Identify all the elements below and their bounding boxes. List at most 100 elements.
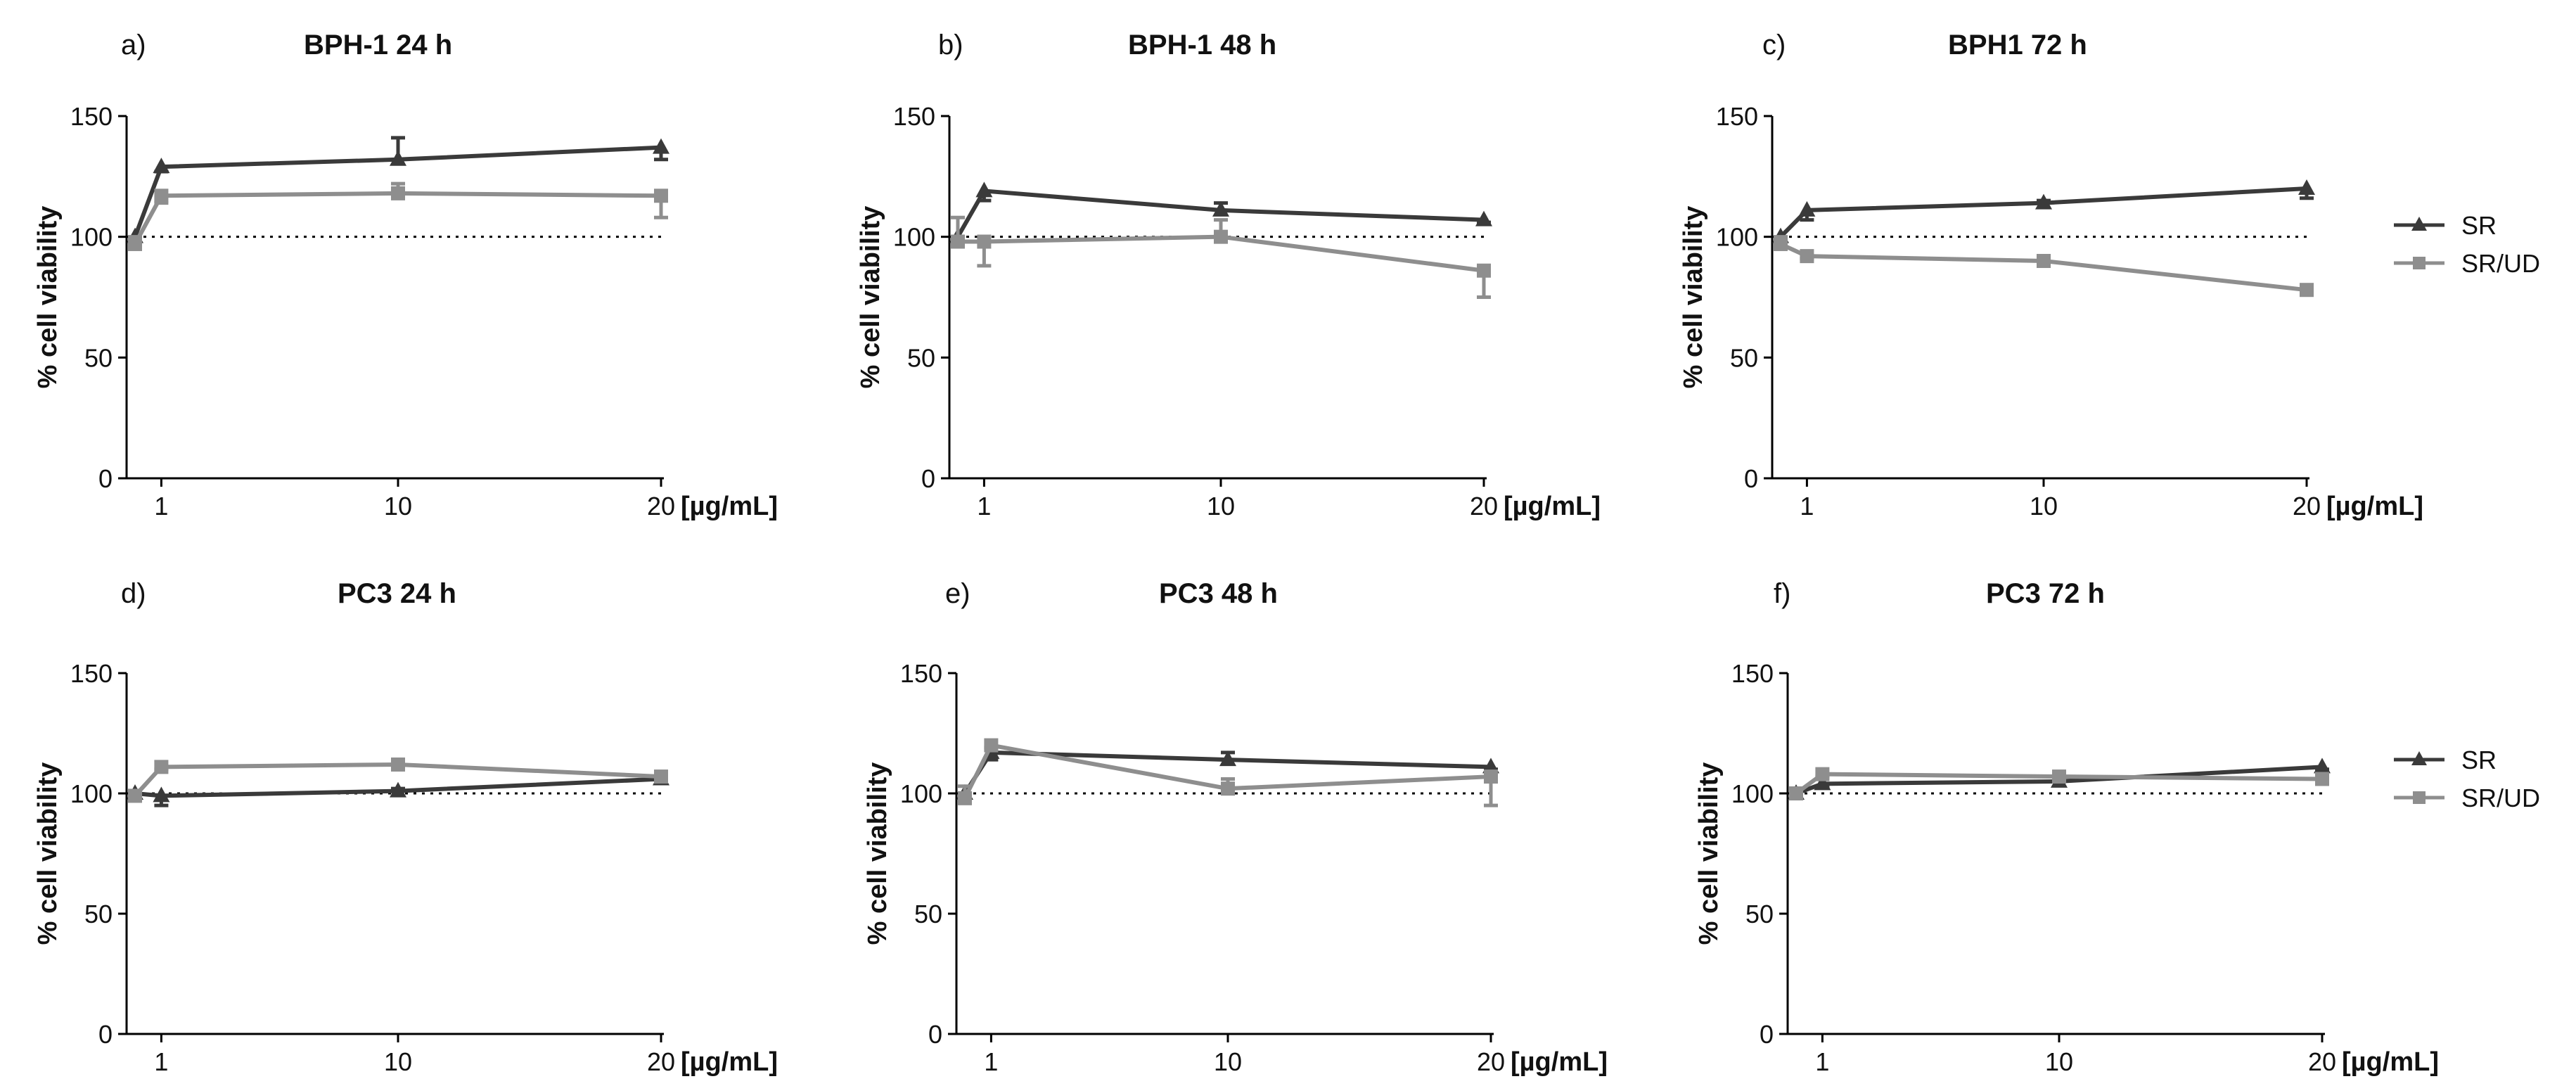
y-axis-label: % cell viability	[863, 762, 892, 945]
data-point-sr	[653, 138, 669, 154]
y-tick-label: 0	[1760, 1020, 1774, 1049]
x-axis-unit-label: [µg/mL]	[2342, 1047, 2439, 1077]
data-point-sr	[390, 781, 406, 798]
chart-panel-d: d) PC3 24 h 0 50 100 150 1 10 20 [µg/mL] % cell …	[0, 543, 837, 1085]
chart-svg: 0 50 100 150 1 10 20 [µg/mL] % cell viability	[33, 659, 778, 1077]
data-point-sr	[153, 786, 170, 803]
series-line-sr	[133, 145, 662, 238]
y-tick-label: 150	[1716, 102, 1758, 131]
y-tick-label: 150	[900, 659, 942, 688]
x-tick-label: 1	[984, 1047, 998, 1076]
square-marker-icon	[2394, 791, 2444, 804]
x-tick-label: 20	[647, 1047, 675, 1076]
data-point-sr	[1219, 750, 1236, 767]
y-axis-label: % cell viability	[1679, 206, 1708, 389]
data-point-sr-ud	[1214, 229, 1228, 244]
x-tick-label: 20	[1470, 492, 1498, 520]
data-point-sr-ud	[2300, 283, 2314, 298]
x-axis-unit-label: [µg/mL]	[1504, 492, 1601, 521]
panel-title: BPH-1 48 h	[1128, 30, 1277, 60]
data-point-sr	[1475, 210, 1492, 226]
x-tick-label: 1	[977, 492, 991, 520]
y-tick-label: 0	[98, 1020, 113, 1049]
x-tick-label: 20	[1477, 1047, 1505, 1076]
y-tick-label: 0	[921, 464, 935, 493]
chart-panel-e: e) PC3 48 h 0 50 100 150 1 10 20 [µg/mL] % cell …	[830, 543, 1667, 1085]
y-tick-label: 50	[907, 343, 935, 372]
chart-panel-f: f) PC3 72 h 0 50 100 150 1 10 20 [µg/mL] % cell …	[1661, 543, 2498, 1085]
series-line-sr	[1779, 186, 2307, 238]
chart-svg: 0 50 100 150 1 10 20 [µg/mL] % cell viability	[863, 659, 1608, 1077]
panel-letter: f)	[1774, 578, 1791, 609]
x-tick-label: 20	[2293, 492, 2321, 520]
x-tick-label: 1	[1815, 1047, 1829, 1076]
series-line-sr-ud	[1795, 772, 2323, 796]
data-point-sr-ud	[951, 234, 965, 249]
y-tick-label: 100	[893, 223, 935, 252]
x-tick-label: 1	[154, 492, 168, 520]
panel-letter: d)	[121, 578, 146, 609]
y-tick-label: 0	[98, 464, 113, 493]
panel-letter: a)	[121, 30, 146, 60]
chart-svg: 0 50 100 150 1 10 20 [µg/mL] % cell viability	[33, 102, 778, 521]
y-tick-label: 100	[70, 223, 113, 252]
y-axis-label: % cell viability	[856, 206, 885, 389]
y-tick-label: 150	[1731, 659, 1774, 688]
y-tick-label: 100	[1716, 223, 1758, 252]
data-point-sr-ud	[1221, 781, 1235, 796]
y-tick-label: 50	[914, 900, 942, 928]
series-line-sr	[134, 777, 662, 798]
legend-label: SR	[2461, 746, 2497, 774]
x-tick-label: 10	[1207, 492, 1235, 520]
data-point-sr-ud	[984, 738, 999, 753]
data-point-sr-ud	[958, 791, 972, 805]
legend-item-sr-ud: SR/UD	[2391, 249, 2574, 278]
data-point-sr-ud	[128, 236, 142, 251]
x-tick-label: 20	[2308, 1047, 2336, 1076]
legend-label: SR/UD	[2461, 249, 2541, 278]
square-marker-icon	[2394, 257, 2444, 269]
data-point-sr-ud	[391, 186, 405, 200]
x-tick-label: 10	[1214, 1047, 1242, 1076]
series-line-sr	[956, 189, 1485, 238]
x-tick-label: 10	[384, 492, 412, 520]
y-tick-label: 0	[1744, 464, 1758, 493]
data-point-sr	[1798, 200, 1816, 217]
chart-panel-a: a) BPH-1 24 h 0 50 100 150 1 10 20 [µg/mL] % cel…	[0, 0, 837, 542]
data-point-sr	[2035, 193, 2052, 210]
panel-title: PC3 48 h	[1159, 578, 1278, 609]
chart-svg: 0 50 100 150 1 10 20 [µg/mL] % cell viability	[1679, 102, 2423, 521]
x-tick-label: 10	[2030, 492, 2058, 520]
y-tick-label: 150	[70, 102, 113, 131]
data-point-sr-ud	[977, 234, 992, 249]
triangle-marker-icon	[2394, 217, 2444, 231]
data-point-sr	[1814, 774, 1831, 791]
y-tick-label: 150	[70, 659, 113, 688]
chart-svg: 0 50 100 150 1 10 20 [µg/mL] % cell viability	[856, 102, 1601, 521]
y-tick-label: 0	[928, 1020, 942, 1049]
data-point-sr-ud	[1789, 786, 1803, 800]
data-point-sr-ud	[154, 760, 169, 774]
legend-item-sr: SR	[2391, 211, 2574, 240]
data-point-sr-ud	[654, 769, 668, 784]
y-tick-label: 50	[84, 900, 113, 928]
chart-panel-c: c) BPH1 72 h 0 50 100 150 1 10 20 [µg/mL] % cell…	[1646, 0, 2482, 542]
series-line-sr-ud	[1779, 242, 2307, 293]
data-point-sr-ud	[391, 757, 405, 772]
y-axis-label: % cell viability	[33, 206, 63, 389]
y-tick-label: 50	[84, 343, 113, 372]
legend-bottom: SR SR/UD	[2391, 746, 2574, 816]
data-point-sr	[975, 181, 993, 198]
data-point-sr-ud	[128, 788, 142, 803]
x-tick-label: 1	[154, 1047, 168, 1076]
data-point-sr-ud	[154, 189, 169, 203]
legend-label: SR/UD	[2461, 784, 2541, 812]
x-axis-unit-label: [µg/mL]	[1511, 1047, 1608, 1077]
data-point-sr	[2298, 179, 2315, 195]
data-point-sr-ud	[1477, 263, 1491, 278]
panel-title: PC3 24 h	[338, 578, 456, 609]
chart-svg: 0 50 100 150 1 10 20 [µg/mL] % cell viability	[1694, 659, 2439, 1077]
series-line-sr-ud	[963, 743, 1492, 800]
legend-top: SR SR/UD	[2391, 211, 2574, 281]
